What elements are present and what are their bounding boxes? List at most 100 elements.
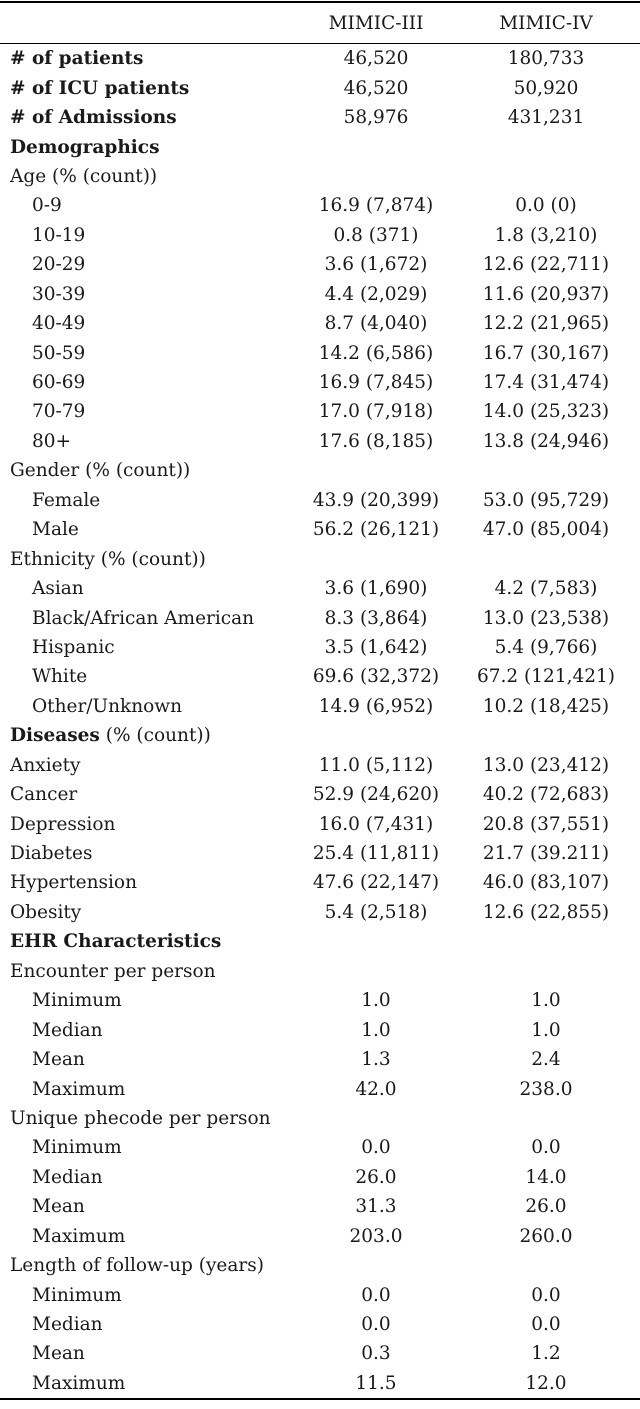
mimic-iii-value: 69.6 (32,372) <box>312 666 440 688</box>
row-label: 0-9 <box>0 191 300 220</box>
mimic-iv-value <box>452 456 640 485</box>
mimic-iii-value: 0.8 (371) <box>333 224 419 246</box>
mimic-iii-value: 16.0 (7,431) <box>318 813 434 835</box>
mimic-iv-value: 2.4 <box>531 1049 561 1071</box>
table-row: Length of follow-up (years) <box>0 1251 640 1280</box>
mimic-iii-value: 43.9 (20,399) <box>312 489 440 511</box>
row-label-text: 0-9 <box>32 195 62 217</box>
mimic-iv-value: 10.2 (18,425) <box>482 695 610 717</box>
mimic-iii-value: 26.0 <box>355 1166 397 1188</box>
mimic-iv-value: 53.0 (95,729) <box>482 489 610 511</box>
mimic-iv-value: 0.0 (0) <box>515 195 577 217</box>
table-row: # of patients 46,520 180,733 <box>0 44 640 74</box>
row-label: Median <box>0 1310 300 1339</box>
table-row: Unique phecode per person <box>0 1104 640 1133</box>
mimic-iv-value: 0.0 <box>531 1314 561 1336</box>
row-label-text: EHR Characteristics <box>10 931 222 953</box>
row-label-text: White <box>32 666 88 688</box>
mimic-iv-value <box>452 132 640 161</box>
mimic-iii-value <box>300 162 452 191</box>
table-row: Maximum 11.5 12.0 <box>0 1369 640 1399</box>
mimic-iv-value <box>452 1104 640 1133</box>
row-label-text: Maximum <box>32 1078 126 1100</box>
mimic-iii-value <box>300 456 452 485</box>
mimic-iii-value: 14.9 (6,952) <box>318 695 434 717</box>
mimic-iv-value: 12.2 (21,965) <box>482 313 610 335</box>
row-label-text: Hispanic <box>32 636 115 658</box>
mimic-iii-value: 17.6 (8,185) <box>318 430 434 452</box>
row-label: 50-59 <box>0 338 300 367</box>
row-label: Minimum <box>0 986 300 1015</box>
row-label: Gender (% (count)) <box>0 456 300 485</box>
row-label-text: Median <box>32 1019 103 1041</box>
row-label-text: Asian <box>32 578 84 600</box>
mimic-iii-value: 17.0 (7,918) <box>318 401 434 423</box>
row-label: Obesity <box>0 898 300 927</box>
row-label-text: Maximum <box>32 1372 126 1394</box>
mimic-iii-value <box>300 957 452 986</box>
row-label-text: Diseases <box>10 725 100 747</box>
mimic-iii-value: 14.2 (6,586) <box>318 342 434 364</box>
row-label: Minimum <box>0 1280 300 1309</box>
table-row: Diabetes 25.4 (11,811) 21.7 (39.211) <box>0 839 640 868</box>
row-label-text: Depression <box>10 813 116 835</box>
mimic-iii-value: 52.9 (24,620) <box>312 784 440 806</box>
table-row: Female 43.9 (20,399) 53.0 (95,729) <box>0 486 640 515</box>
row-label-text: Median <box>32 1314 103 1336</box>
table-row: Encounter per person <box>0 957 640 986</box>
mimic-iv-value <box>452 721 640 750</box>
table-row: # of ICU patients 46,520 50,920 <box>0 73 640 102</box>
table-row: 70-79 17.0 (7,918) 14.0 (25,323) <box>0 397 640 426</box>
row-label-text: Median <box>32 1166 103 1188</box>
mimic-iii-value: 203.0 <box>349 1225 403 1247</box>
row-label-text: Obesity <box>10 901 82 923</box>
row-label: Median <box>0 1163 300 1192</box>
mimic-iv-value: 20.8 (37,551) <box>482 813 610 835</box>
mimic-iv-value: 14.0 (25,323) <box>482 401 610 423</box>
mimic-iii-value: 5.4 (2,518) <box>324 901 428 923</box>
row-label: Cancer <box>0 780 300 809</box>
table-row: Ethnicity (% (count)) <box>0 544 640 573</box>
row-label-text: 50-59 <box>32 342 86 364</box>
table-body: # of patients 46,520 180,733 # of ICU patie… <box>0 44 640 1400</box>
mimic-iii-value: 58,976 <box>343 107 409 129</box>
mimic-iii-value: 0.0 <box>361 1314 391 1336</box>
row-label: Maximum <box>0 1074 300 1103</box>
mimic-iii-value: 46,520 <box>343 48 409 70</box>
mimic-iii-value: 31.3 <box>355 1196 397 1218</box>
table-row: 40-49 8.7 (4,040) 12.2 (21,965) <box>0 309 640 338</box>
row-label: 30-39 <box>0 280 300 309</box>
row-label-text: Gender (% (count)) <box>10 460 191 482</box>
mimic-iv-value: 13.0 (23,412) <box>482 754 610 776</box>
row-label-text: Female <box>32 489 101 511</box>
mimic-iii-value: 8.3 (3,864) <box>324 607 428 629</box>
row-label-text: Mean <box>32 1196 85 1218</box>
row-label-text: Mean <box>32 1343 85 1365</box>
row-label-text: Maximum <box>32 1225 126 1247</box>
table-row: Median 0.0 0.0 <box>0 1310 640 1339</box>
mimic-iii-value: 4.4 (2,029) <box>324 283 428 305</box>
row-label-suffix: (% (count)) <box>99 725 211 747</box>
row-label-text: 80+ <box>32 430 72 452</box>
mimic-iv-value: 238.0 <box>519 1078 573 1100</box>
row-label: # of Admissions <box>0 103 300 132</box>
table-row: 20-29 3.6 (1,672) 12.6 (22,711) <box>0 250 640 279</box>
header-mimic-iii: MIMIC-III <box>328 12 424 34</box>
mimic-iii-value <box>300 132 452 161</box>
row-label: Hispanic <box>0 633 300 662</box>
mimic-iv-value: 0.0 <box>531 1137 561 1159</box>
row-label: 70-79 <box>0 397 300 426</box>
row-label: Encounter per person <box>0 957 300 986</box>
table-row: 60-69 16.9 (7,845) 17.4 (31,474) <box>0 368 640 397</box>
row-label-text: Minimum <box>32 990 122 1012</box>
table-row: Hypertension 47.6 (22,147) 46.0 (83,107) <box>0 868 640 897</box>
row-label: Anxiety <box>0 751 300 780</box>
row-label: EHR Characteristics <box>0 927 300 956</box>
row-label-text: Ethnicity (% (count)) <box>10 548 206 570</box>
mimic-iv-value: 12.6 (22,855) <box>482 901 610 923</box>
row-label: 80+ <box>0 427 300 456</box>
table-row: Cancer 52.9 (24,620) 40.2 (72,683) <box>0 780 640 809</box>
mimic-iii-value: 42.0 <box>355 1078 397 1100</box>
mimic-iv-value: 12.0 <box>525 1372 567 1394</box>
row-label-text: 30-39 <box>32 283 86 305</box>
